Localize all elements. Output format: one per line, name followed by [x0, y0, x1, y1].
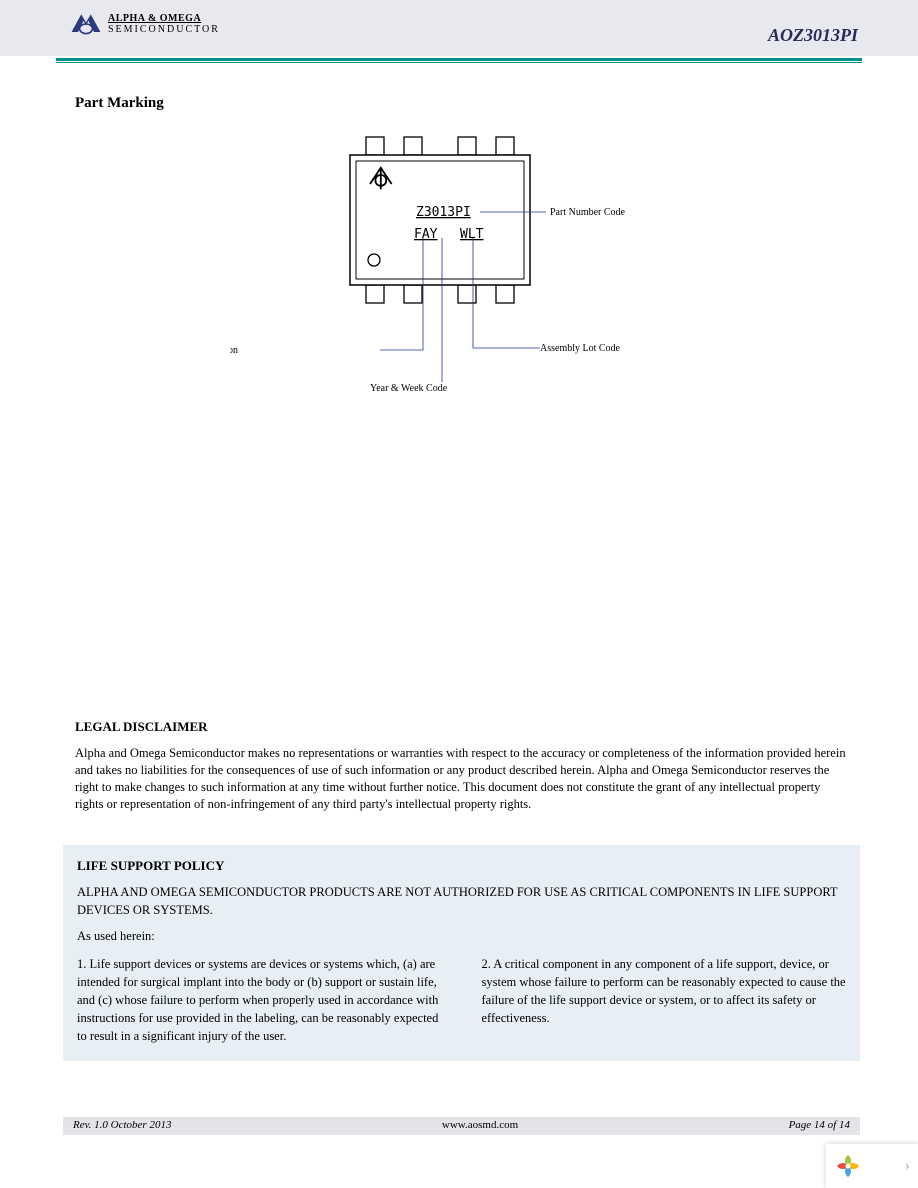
legal-disclaimer-block: LEGAL DISCLAIMER Alpha and Omega Semicon…	[75, 718, 851, 813]
life-as-used: As used herein:	[77, 927, 846, 945]
life-columns: 1. Life support devices or systems are d…	[77, 955, 846, 1045]
footer-page: Page 14 of 14	[789, 1119, 850, 1133]
life-col-2: 2. A critical component in any component…	[482, 955, 847, 1045]
svg-text:Part Number Code: Part Number Code	[550, 207, 626, 218]
svg-text:WLT: WLT	[460, 227, 484, 242]
company-name: ALPHA & OMEGA SEMICONDUCTOR	[108, 13, 220, 35]
page-footer: Rev. 1.0 October 2013 www.aosmd.com Page…	[63, 1117, 860, 1135]
page-header: ALPHA & OMEGA SEMICONDUCTOR AOZ3013PI	[0, 0, 918, 56]
life-col-1: 1. Life support devices or systems are d…	[77, 955, 442, 1045]
footer-url: www.aosmd.com	[442, 1119, 518, 1133]
footer-rev: Rev. 1.0 October 2013	[73, 1119, 171, 1133]
svg-text:FAY: FAY	[414, 227, 438, 242]
company-name-line1: ALPHA & OMEGA	[108, 13, 220, 24]
life-support-policy-box: LIFE SUPPORT POLICY ALPHA AND OMEGA SEMI…	[63, 845, 860, 1061]
life-heading: LIFE SUPPORT POLICY	[77, 857, 846, 875]
company-name-line2: SEMICONDUCTOR	[108, 24, 220, 35]
header-rule	[56, 58, 862, 61]
svg-text:Year & Week Code: Year & Week Code	[370, 383, 448, 394]
widget-expand-arrow[interactable]: ›	[905, 1157, 910, 1175]
section-title: Part Marking	[75, 95, 164, 112]
part-number-title: AOZ3013PI	[768, 25, 858, 46]
life-intro: ALPHA AND OMEGA SEMICONDUCTOR PRODUCTS A…	[77, 883, 846, 919]
svg-text:Z3013PI: Z3013PI	[416, 205, 471, 220]
company-logo-block: ALPHA & OMEGA SEMICONDUCTOR	[70, 10, 220, 38]
legal-heading: LEGAL DISCLAIMER	[75, 718, 851, 735]
alpha-omega-logo-icon	[70, 10, 102, 38]
svg-text:Fab & Assembly Location: Fab & Assembly Location	[230, 345, 238, 356]
part-marking-diagram: Z3013PI FAY WLT Part Number Code Assembly Lo…	[230, 130, 750, 410]
widget-logo-icon	[834, 1152, 862, 1180]
floating-widget[interactable]: ›	[826, 1144, 918, 1188]
svg-text:Assembly Lot Code: Assembly Lot Code	[540, 343, 621, 354]
legal-body: Alpha and Omega Semiconductor makes no r…	[75, 745, 851, 813]
